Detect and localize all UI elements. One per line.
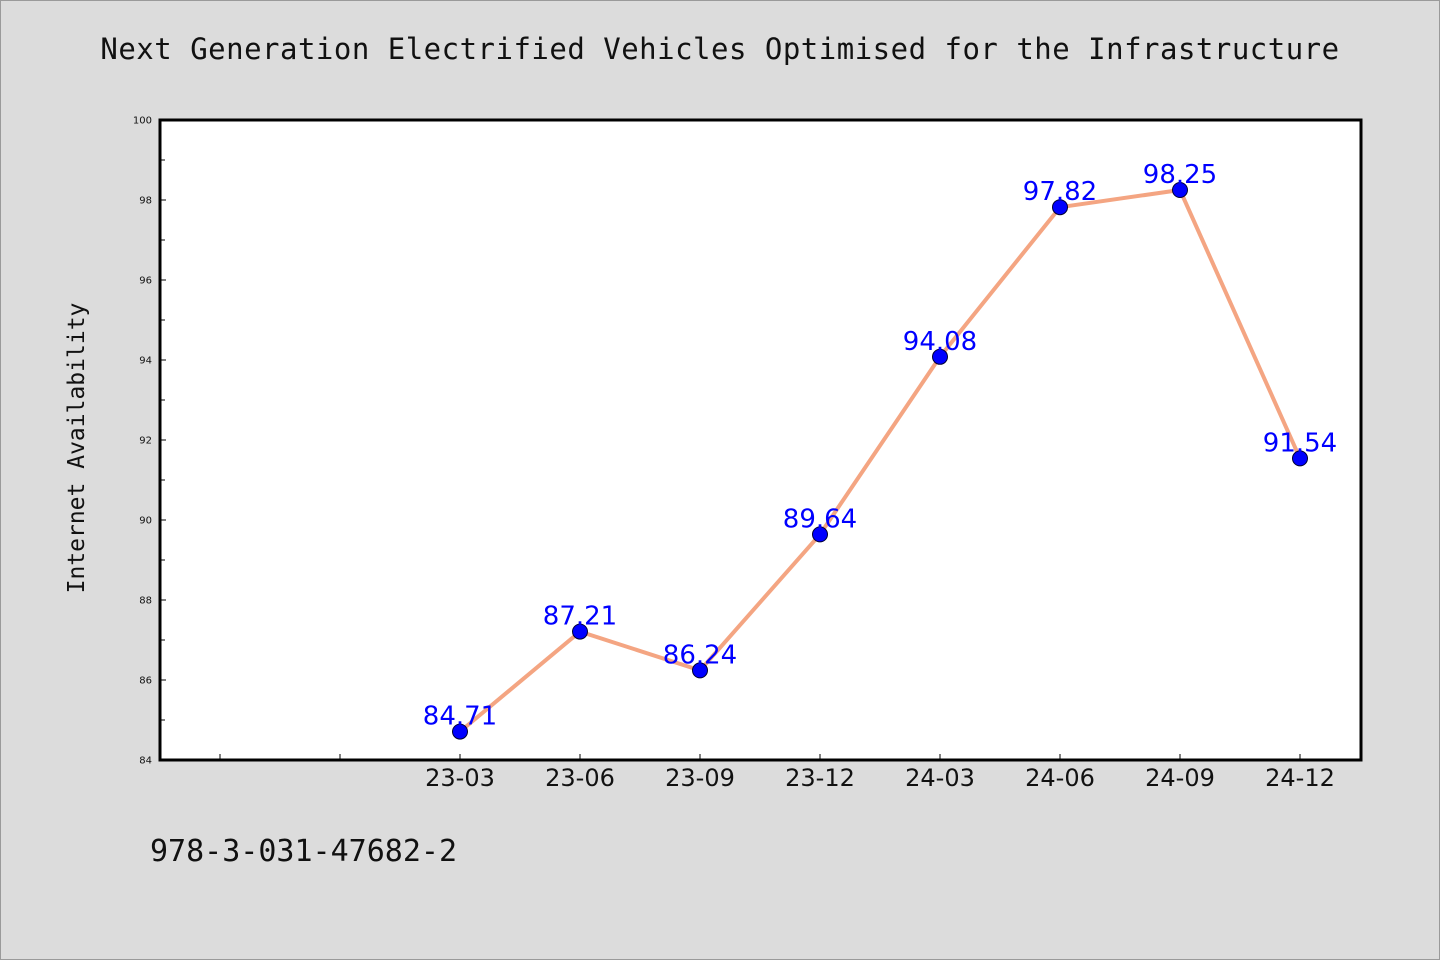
series-line — [458, 188, 1302, 734]
data-point-marker — [1172, 182, 1188, 198]
data-point-marker — [692, 662, 708, 679]
data-point-marker — [932, 348, 948, 365]
plot-area — [160, 120, 1361, 760]
data-point-marker — [812, 526, 828, 543]
data-point-marker — [1052, 199, 1068, 216]
x-axis: 23-03 23-06 23-09 23-12 24-03 24-06 24-09 24-12 — [219, 754, 1335, 792]
y-tick-label: 98 — [139, 196, 152, 207]
data-point-marker — [572, 623, 588, 640]
data-label: 97.82 — [1023, 177, 1097, 207]
y-tick-label: 84 — [139, 756, 152, 767]
data-point-marker — [452, 723, 468, 740]
x-tick-label: 23-03 — [425, 764, 495, 792]
data-label: 94.08 — [903, 327, 977, 357]
data-label: 84.71 — [423, 702, 497, 732]
y-tick-label: 88 — [139, 596, 152, 607]
x-tick-label: 24-03 — [905, 764, 975, 792]
data-label: 89.64 — [783, 504, 857, 534]
data-label: 87.21 — [543, 602, 617, 632]
x-tick-label: 23-09 — [665, 764, 735, 792]
chart-title: Next Generation Electrified Vehicles Opt… — [100, 32, 1340, 66]
x-tick-label: 24-09 — [1145, 764, 1215, 792]
data-label: 91.54 — [1263, 428, 1337, 458]
y-tick-label: 90 — [139, 516, 152, 527]
y-tick-label: 96 — [139, 276, 152, 287]
data-label: 98.25 — [1143, 160, 1217, 190]
data-point-marker — [1292, 450, 1308, 467]
x-tick-label: 24-06 — [1025, 764, 1095, 792]
y-tick-label: 86 — [139, 676, 152, 687]
data-label: 86.24 — [663, 640, 737, 670]
x-tick-label: 24-12 — [1265, 764, 1335, 792]
y-tick-label: 94 — [139, 356, 152, 367]
x-tick-label: 23-06 — [545, 764, 615, 792]
series-markers — [452, 182, 1308, 740]
isbn-text: 978-3-031-47682-2 — [150, 834, 458, 869]
y-tick-label: 92 — [139, 436, 152, 447]
y-tick-label: 100 — [133, 116, 152, 127]
plot-border — [158, 118, 1363, 762]
x-tick-label: 23-12 — [785, 764, 855, 792]
data-labels: 84.71 87.21 86.24 89.64 94.08 97.82 98.25 91.54 — [423, 160, 1337, 732]
